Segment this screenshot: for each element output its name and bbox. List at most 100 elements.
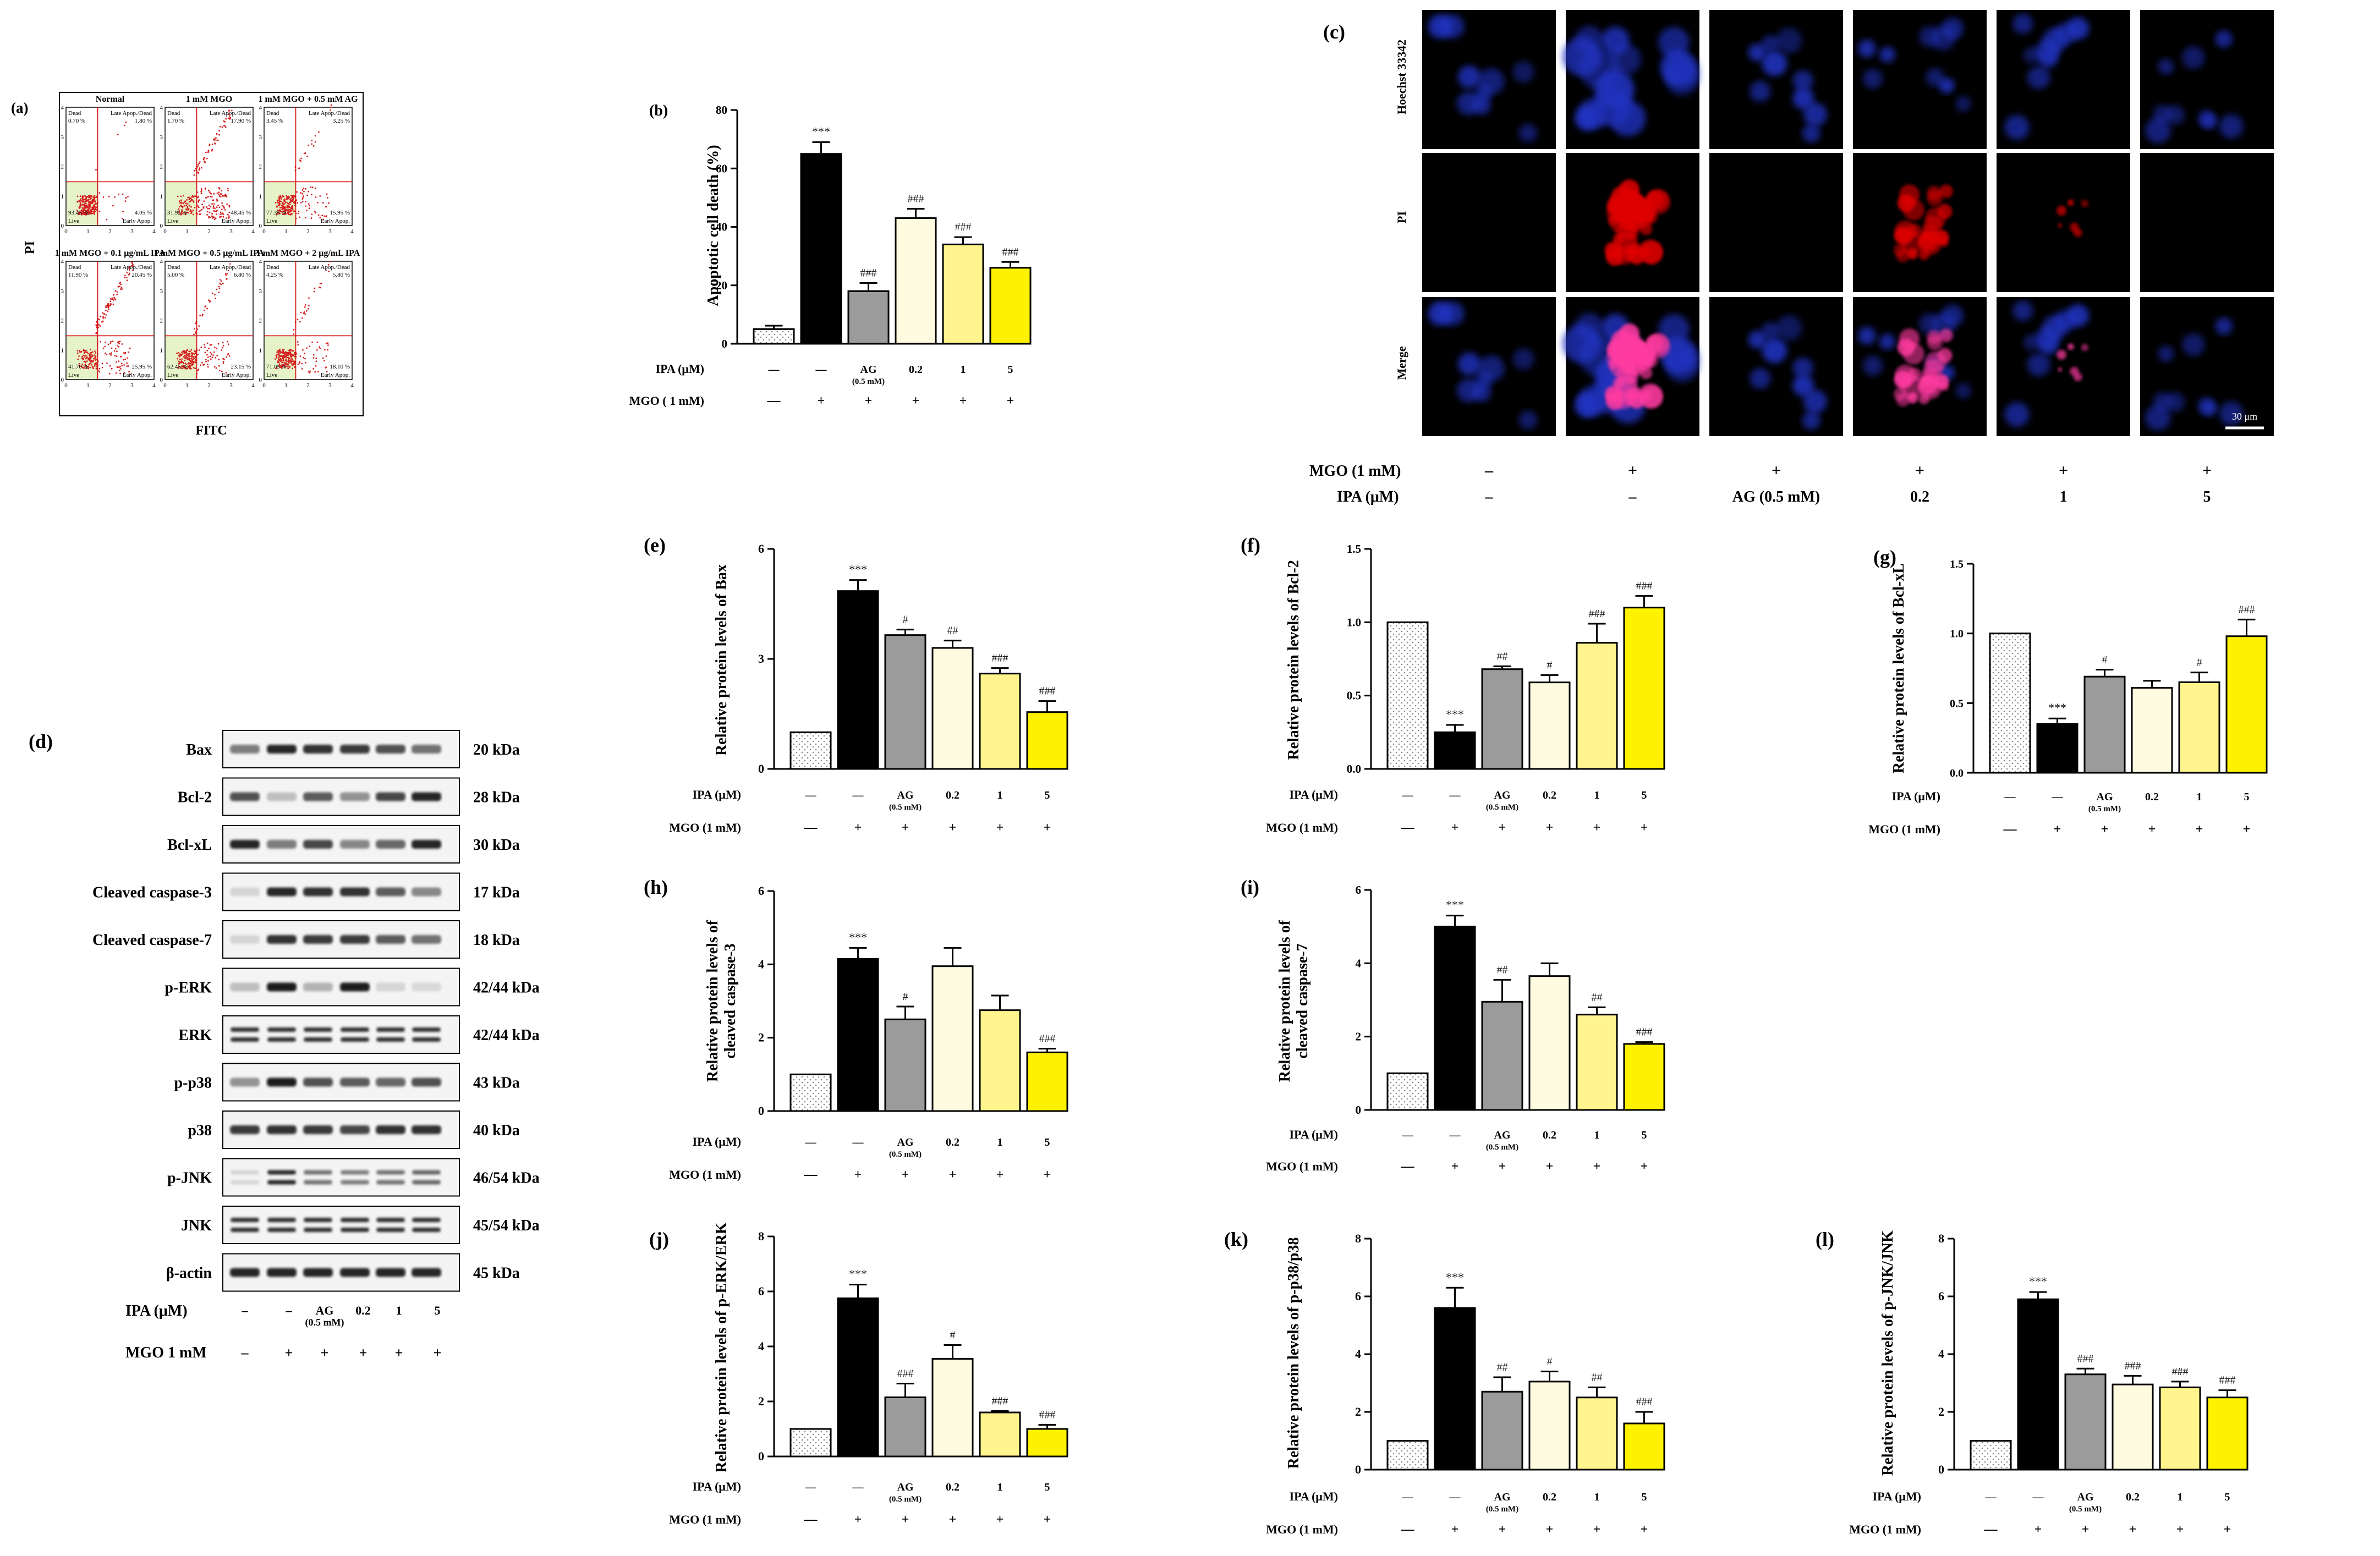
flow-dot (227, 340, 228, 343)
flow-tick-y: 1 (160, 347, 163, 354)
flow-dot (125, 277, 128, 278)
flow-plot-title: 1 mM MGO (186, 95, 232, 104)
flow-dot (183, 367, 185, 369)
mgo-row-label: MGO (1 mM) (1849, 1522, 1921, 1536)
pi-signal (1894, 221, 1916, 242)
y-tick-label: 80 (716, 103, 727, 117)
flow-tick-y: 1 (259, 193, 262, 200)
y-tick-label: 6 (758, 542, 764, 556)
nucleus (1750, 368, 1771, 389)
pi-signal (2081, 200, 2089, 207)
blot-band (412, 745, 441, 754)
blot-band (412, 982, 441, 992)
flow-dot (111, 299, 113, 300)
flow-dot (89, 353, 91, 355)
flow-dot (126, 365, 128, 367)
flow-dot (190, 349, 193, 351)
pi-signal (1907, 392, 1918, 404)
significance-label: ### (1589, 608, 1605, 620)
flow-dot (220, 196, 222, 197)
ipa-row-label: IPA (μM) (1290, 1489, 1338, 1503)
flow-dot (182, 205, 184, 207)
flow-dot (210, 195, 212, 197)
blot-band (376, 982, 405, 992)
bar (789, 1073, 832, 1112)
blot-band (376, 1077, 405, 1087)
significance-label: ### (1039, 1033, 1056, 1045)
flow-dot (225, 372, 227, 374)
flow-dot (311, 213, 313, 215)
flow-dot (215, 367, 217, 369)
flow-dot (84, 365, 86, 367)
flow-dot (183, 362, 185, 364)
panel-d-mgo-label: MGO 1 mM (125, 1344, 207, 1361)
flow-dot (102, 196, 105, 198)
nucleus (2004, 402, 2030, 427)
flow-dot (89, 202, 91, 205)
nucleus (1518, 123, 1538, 142)
ipa-value: AG (897, 1481, 914, 1493)
flow-dot (292, 367, 294, 370)
pi-signal (2067, 343, 2074, 350)
flow-dot (96, 206, 98, 208)
flow-dot (109, 365, 111, 367)
ipa-value: AG (897, 789, 914, 801)
blot-band (304, 1037, 332, 1042)
flow-dot (224, 273, 227, 275)
flow-dot (100, 340, 102, 343)
flow-dot (214, 207, 216, 209)
y-tick-label: 2 (1355, 1405, 1361, 1418)
micrograph (2140, 153, 2274, 292)
flow-dot (276, 214, 278, 216)
nucleus (1761, 35, 1779, 53)
flow-dot (204, 160, 205, 162)
row-label-merge: Merge (1395, 346, 1408, 380)
flow-dot (90, 355, 92, 358)
bar (2178, 681, 2220, 774)
flow-dot (285, 213, 287, 215)
bar (1970, 1440, 2012, 1471)
flow-dot (106, 362, 108, 364)
flow-dot (125, 121, 127, 123)
flow-dot (215, 357, 217, 359)
flow-dot (85, 358, 87, 360)
flow-tick-x: 4 (152, 382, 156, 389)
flow-dot (98, 324, 100, 326)
y-tick-label: 2 (1938, 1405, 1944, 1418)
flow-dot (278, 356, 281, 358)
micrograph (2140, 10, 2274, 149)
y-tick-label: 0 (758, 1449, 764, 1463)
y-tick-label: 2 (1356, 1030, 1362, 1043)
quadrant-percent: 0.70 % (68, 118, 85, 124)
flow-dot (278, 363, 281, 365)
flow-dot (280, 198, 282, 200)
blot-band (376, 1027, 405, 1032)
protein-name: ERK (178, 1027, 212, 1044)
flow-dot (120, 283, 122, 285)
flow-tick-x: 2 (207, 228, 211, 235)
flow-dot (220, 216, 222, 218)
flow-dot (88, 196, 90, 199)
flow-dot (285, 362, 287, 364)
flow-dot (207, 364, 209, 365)
quadrant-name: Dead (266, 264, 279, 271)
flow-dot (91, 196, 93, 198)
flow-dot (222, 362, 224, 364)
flow-dot (201, 362, 203, 364)
panel-d-ag-sub: (0.5 mM) (305, 1317, 344, 1328)
mgo-value: + (1546, 1522, 1554, 1537)
flow-tick-y: 3 (259, 288, 262, 295)
flow-dot (198, 349, 200, 351)
flow-dot (209, 145, 210, 146)
mgo-value: + (854, 1513, 862, 1527)
flow-dot (193, 170, 195, 172)
blot-band (231, 1170, 259, 1175)
flow-dot (92, 208, 95, 210)
mgo-value: + (1499, 1159, 1506, 1174)
flow-dot (300, 311, 302, 314)
flow-dot (304, 306, 306, 308)
flow-dot (277, 202, 279, 204)
